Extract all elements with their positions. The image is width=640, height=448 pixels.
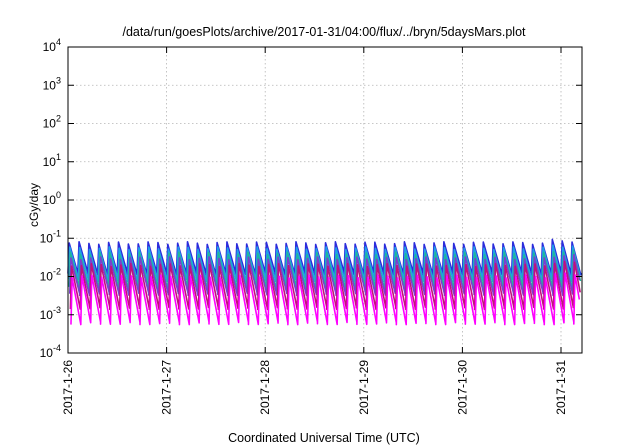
series-line xyxy=(69,260,581,311)
y-tick-label: 103 xyxy=(43,75,61,92)
y-tick-label: 10-1 xyxy=(40,228,61,245)
series-line xyxy=(67,244,581,283)
y-tick-label: 10-2 xyxy=(40,267,61,284)
x-tick-label: 2017-1-30 xyxy=(455,360,469,415)
y-tick-label: 102 xyxy=(43,114,61,131)
series-line xyxy=(67,238,582,276)
y-axis-label: cGy/day xyxy=(27,183,41,227)
series-layer xyxy=(67,238,582,326)
y-tick-label: 101 xyxy=(43,152,61,169)
y-tick-label: 100 xyxy=(43,190,61,207)
y-tick-label: 10-3 xyxy=(40,305,61,322)
x-tick-label: 2017-1-31 xyxy=(554,360,568,415)
y-tick-label: 104 xyxy=(43,37,61,54)
y-tick-label: 10-4 xyxy=(40,343,61,360)
x-axis-label: Coordinated Universal Time (UTC) xyxy=(228,431,420,445)
x-tick-label: 2017-1-26 xyxy=(61,360,75,415)
axes: 10-4 10-3 10-2 10-1 100 101 102 103 104 2017-1-26… xyxy=(40,37,583,415)
x-tick-label: 2017-1-29 xyxy=(357,360,371,415)
x-tick-label: 2017-1-28 xyxy=(258,360,272,415)
chart-title: /data/run/goesPlots/archive/2017-01-31/0… xyxy=(122,25,526,39)
series-line xyxy=(70,272,581,326)
series-line xyxy=(68,253,581,297)
x-tick-label: 2017-1-27 xyxy=(160,360,174,415)
